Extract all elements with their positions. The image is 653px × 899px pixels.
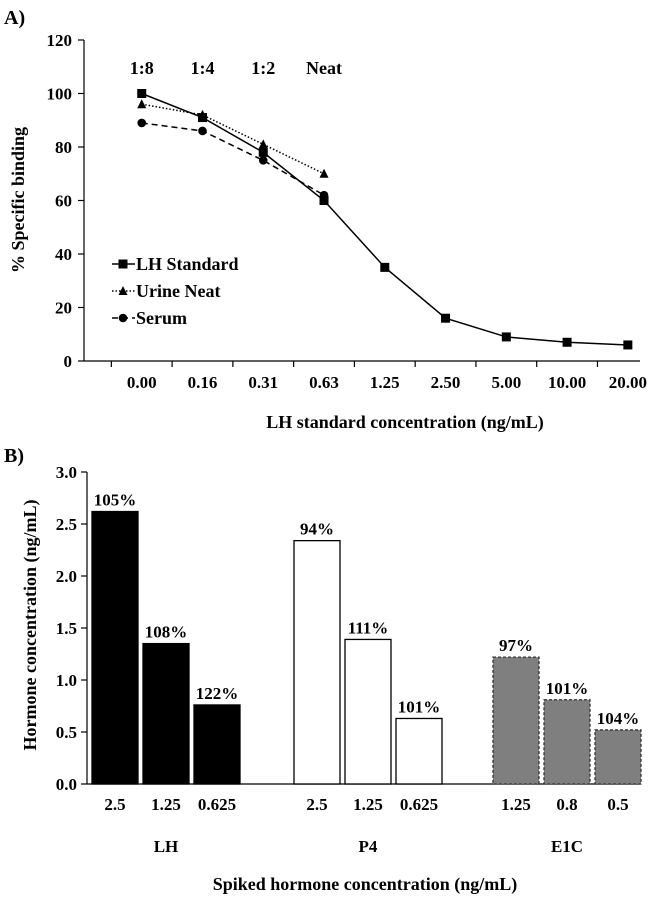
series-line xyxy=(141,103,325,175)
bar xyxy=(492,656,540,785)
panel-b-label: B) xyxy=(4,445,24,467)
panel-a-y-axis-title: % Specific binding xyxy=(8,127,28,273)
series-line xyxy=(141,92,628,346)
panel-b-y-axis-title: Hormone concentration (ng/mL) xyxy=(20,500,41,751)
data-point xyxy=(137,99,147,109)
panel-a-line-chart: A) % Specific binding LH standard concen… xyxy=(4,7,647,433)
data-point xyxy=(319,196,329,205)
bar-data-label: 111% xyxy=(348,618,389,637)
x-tick-label: 0.31 xyxy=(248,373,278,392)
x-tick-label: 5.00 xyxy=(491,373,521,392)
data-point xyxy=(137,89,147,98)
x-tick-label: 0.625 xyxy=(198,795,236,814)
x-tick-label: 1.25 xyxy=(370,373,400,392)
bar xyxy=(344,638,392,785)
bar-data-label: 97% xyxy=(499,636,533,655)
x-tick-label: 20.00 xyxy=(609,373,647,392)
y-tick-label: 0.5 xyxy=(56,723,77,742)
y-tick-label: 2.0 xyxy=(56,567,77,586)
bar xyxy=(91,510,139,785)
bar-data-label: 105% xyxy=(94,491,137,510)
data-point xyxy=(501,332,511,342)
dilution-label: Neat xyxy=(306,58,342,78)
x-tick-label: 0.625 xyxy=(400,795,438,814)
panel-b-bar-chart: B) Hormone concentration (ng/mL) Spiked … xyxy=(4,445,642,895)
y-tick-label: 0 xyxy=(64,352,73,371)
legend-marker xyxy=(118,286,128,295)
x-tick-label: 2.50 xyxy=(431,373,461,392)
data-point xyxy=(137,118,147,128)
y-tick-label: 100 xyxy=(47,85,73,104)
group-label: E1C xyxy=(551,837,583,856)
x-tick-label: 1.25 xyxy=(151,795,181,814)
bar-data-label: 122% xyxy=(196,684,239,703)
legend-marker xyxy=(118,259,128,269)
data-point xyxy=(198,126,207,136)
y-tick-label: 1.5 xyxy=(56,619,77,638)
bar xyxy=(142,642,190,785)
y-tick-label: 3.0 xyxy=(56,463,77,482)
legend-label: Urine Neat xyxy=(136,281,220,301)
bar-data-label: 108% xyxy=(145,623,188,642)
data-point xyxy=(197,109,207,119)
data-point xyxy=(319,190,329,200)
bar xyxy=(193,704,241,785)
x-tick-label: 2.5 xyxy=(306,795,327,814)
group-label: LH xyxy=(154,837,179,856)
bar-data-label: 94% xyxy=(300,520,334,539)
group-label: P4 xyxy=(359,837,378,856)
panel-a-x-axis-title: LH standard concentration (ng/mL) xyxy=(266,412,544,433)
dilution-label: 1:8 xyxy=(130,58,154,78)
legend-marker xyxy=(118,313,128,323)
data-point xyxy=(258,139,268,149)
bar-data-label: 101% xyxy=(398,697,441,716)
x-tick-label: 0.00 xyxy=(127,373,157,392)
legend-label: LH Standard xyxy=(136,254,239,274)
legend-label: Serum xyxy=(136,308,187,328)
data-point xyxy=(623,340,633,350)
data-point xyxy=(562,337,572,347)
data-point xyxy=(258,147,268,157)
x-tick-label: 2.5 xyxy=(104,795,125,814)
panel-a-label: A) xyxy=(4,7,25,29)
y-tick-label: 60 xyxy=(55,192,72,211)
dilution-label: 1:4 xyxy=(190,58,214,78)
x-tick-label: 0.63 xyxy=(309,373,339,392)
bar xyxy=(395,717,443,785)
y-tick-label: 120 xyxy=(47,31,73,50)
x-tick-label: 1.25 xyxy=(353,795,383,814)
y-tick-label: 1.0 xyxy=(56,671,77,690)
y-tick-label: 20 xyxy=(55,299,72,318)
bar-data-label: 101% xyxy=(546,679,589,698)
y-tick-label: 0.0 xyxy=(56,775,77,794)
x-tick-label: 0.5 xyxy=(607,795,628,814)
x-tick-label: 1.25 xyxy=(501,795,531,814)
x-tick-label: 0.8 xyxy=(556,795,577,814)
bar xyxy=(543,699,591,785)
y-tick-label: 80 xyxy=(55,138,72,157)
data-point xyxy=(258,156,268,165)
bar xyxy=(594,729,642,785)
y-tick-label: 40 xyxy=(55,245,72,264)
bar-data-label: 104% xyxy=(597,709,640,728)
dilution-label: 1:2 xyxy=(251,58,275,78)
series-line xyxy=(141,122,325,196)
bar xyxy=(293,539,341,785)
data-point xyxy=(441,313,451,323)
data-point xyxy=(380,262,390,272)
data-point xyxy=(319,168,329,178)
x-tick-label: 0.16 xyxy=(188,373,218,392)
x-tick-label: 10.00 xyxy=(548,373,586,392)
y-tick-label: 2.5 xyxy=(56,515,77,534)
panel-b-x-axis-title: Spiked hormone concentration (ng/mL) xyxy=(213,874,518,895)
